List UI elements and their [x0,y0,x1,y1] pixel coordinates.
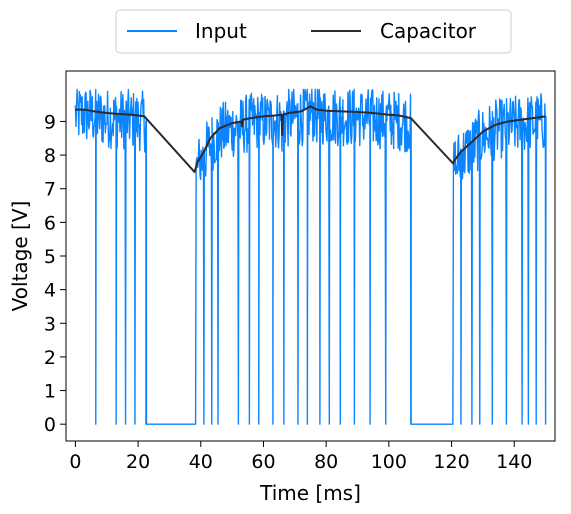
series-capacitor-line [75,105,546,173]
x-tick-label: 100 [371,451,407,473]
y-tick-label: 5 [44,246,56,268]
y-tick-label: 1 [44,381,56,403]
y-tick-label: 4 [44,280,56,302]
y-axis-label: Voltage [V] [8,201,32,312]
x-tick-label: 120 [433,451,469,473]
x-tick-label: 60 [251,451,275,473]
y-tick-label: 8 [44,145,56,167]
plot-area [74,88,547,425]
y-tick-label: 7 [44,179,56,201]
y-tick-label: 2 [44,347,56,369]
x-tick-label: 0 [69,451,81,473]
x-tick-label: 140 [496,451,532,473]
y-tick-label: 9 [44,111,56,133]
legend-label-input: Input [195,19,247,43]
x-tick-label: 20 [126,451,150,473]
x-tick-label: 80 [314,451,338,473]
axis-ticks: 0 20 40 60 80 100 120 140 0 1 2 3 4 5 6 7 8 9 [44,111,532,473]
y-tick-label: 6 [44,212,56,234]
y-tick-label: 3 [44,313,56,335]
legend-label-capacitor: Capacitor [380,19,477,43]
legend: Input Capacitor [115,9,512,54]
x-axis-label: Time [ms] [259,481,361,505]
x-tick-label: 40 [189,451,213,473]
y-tick-label: 0 [44,414,56,436]
